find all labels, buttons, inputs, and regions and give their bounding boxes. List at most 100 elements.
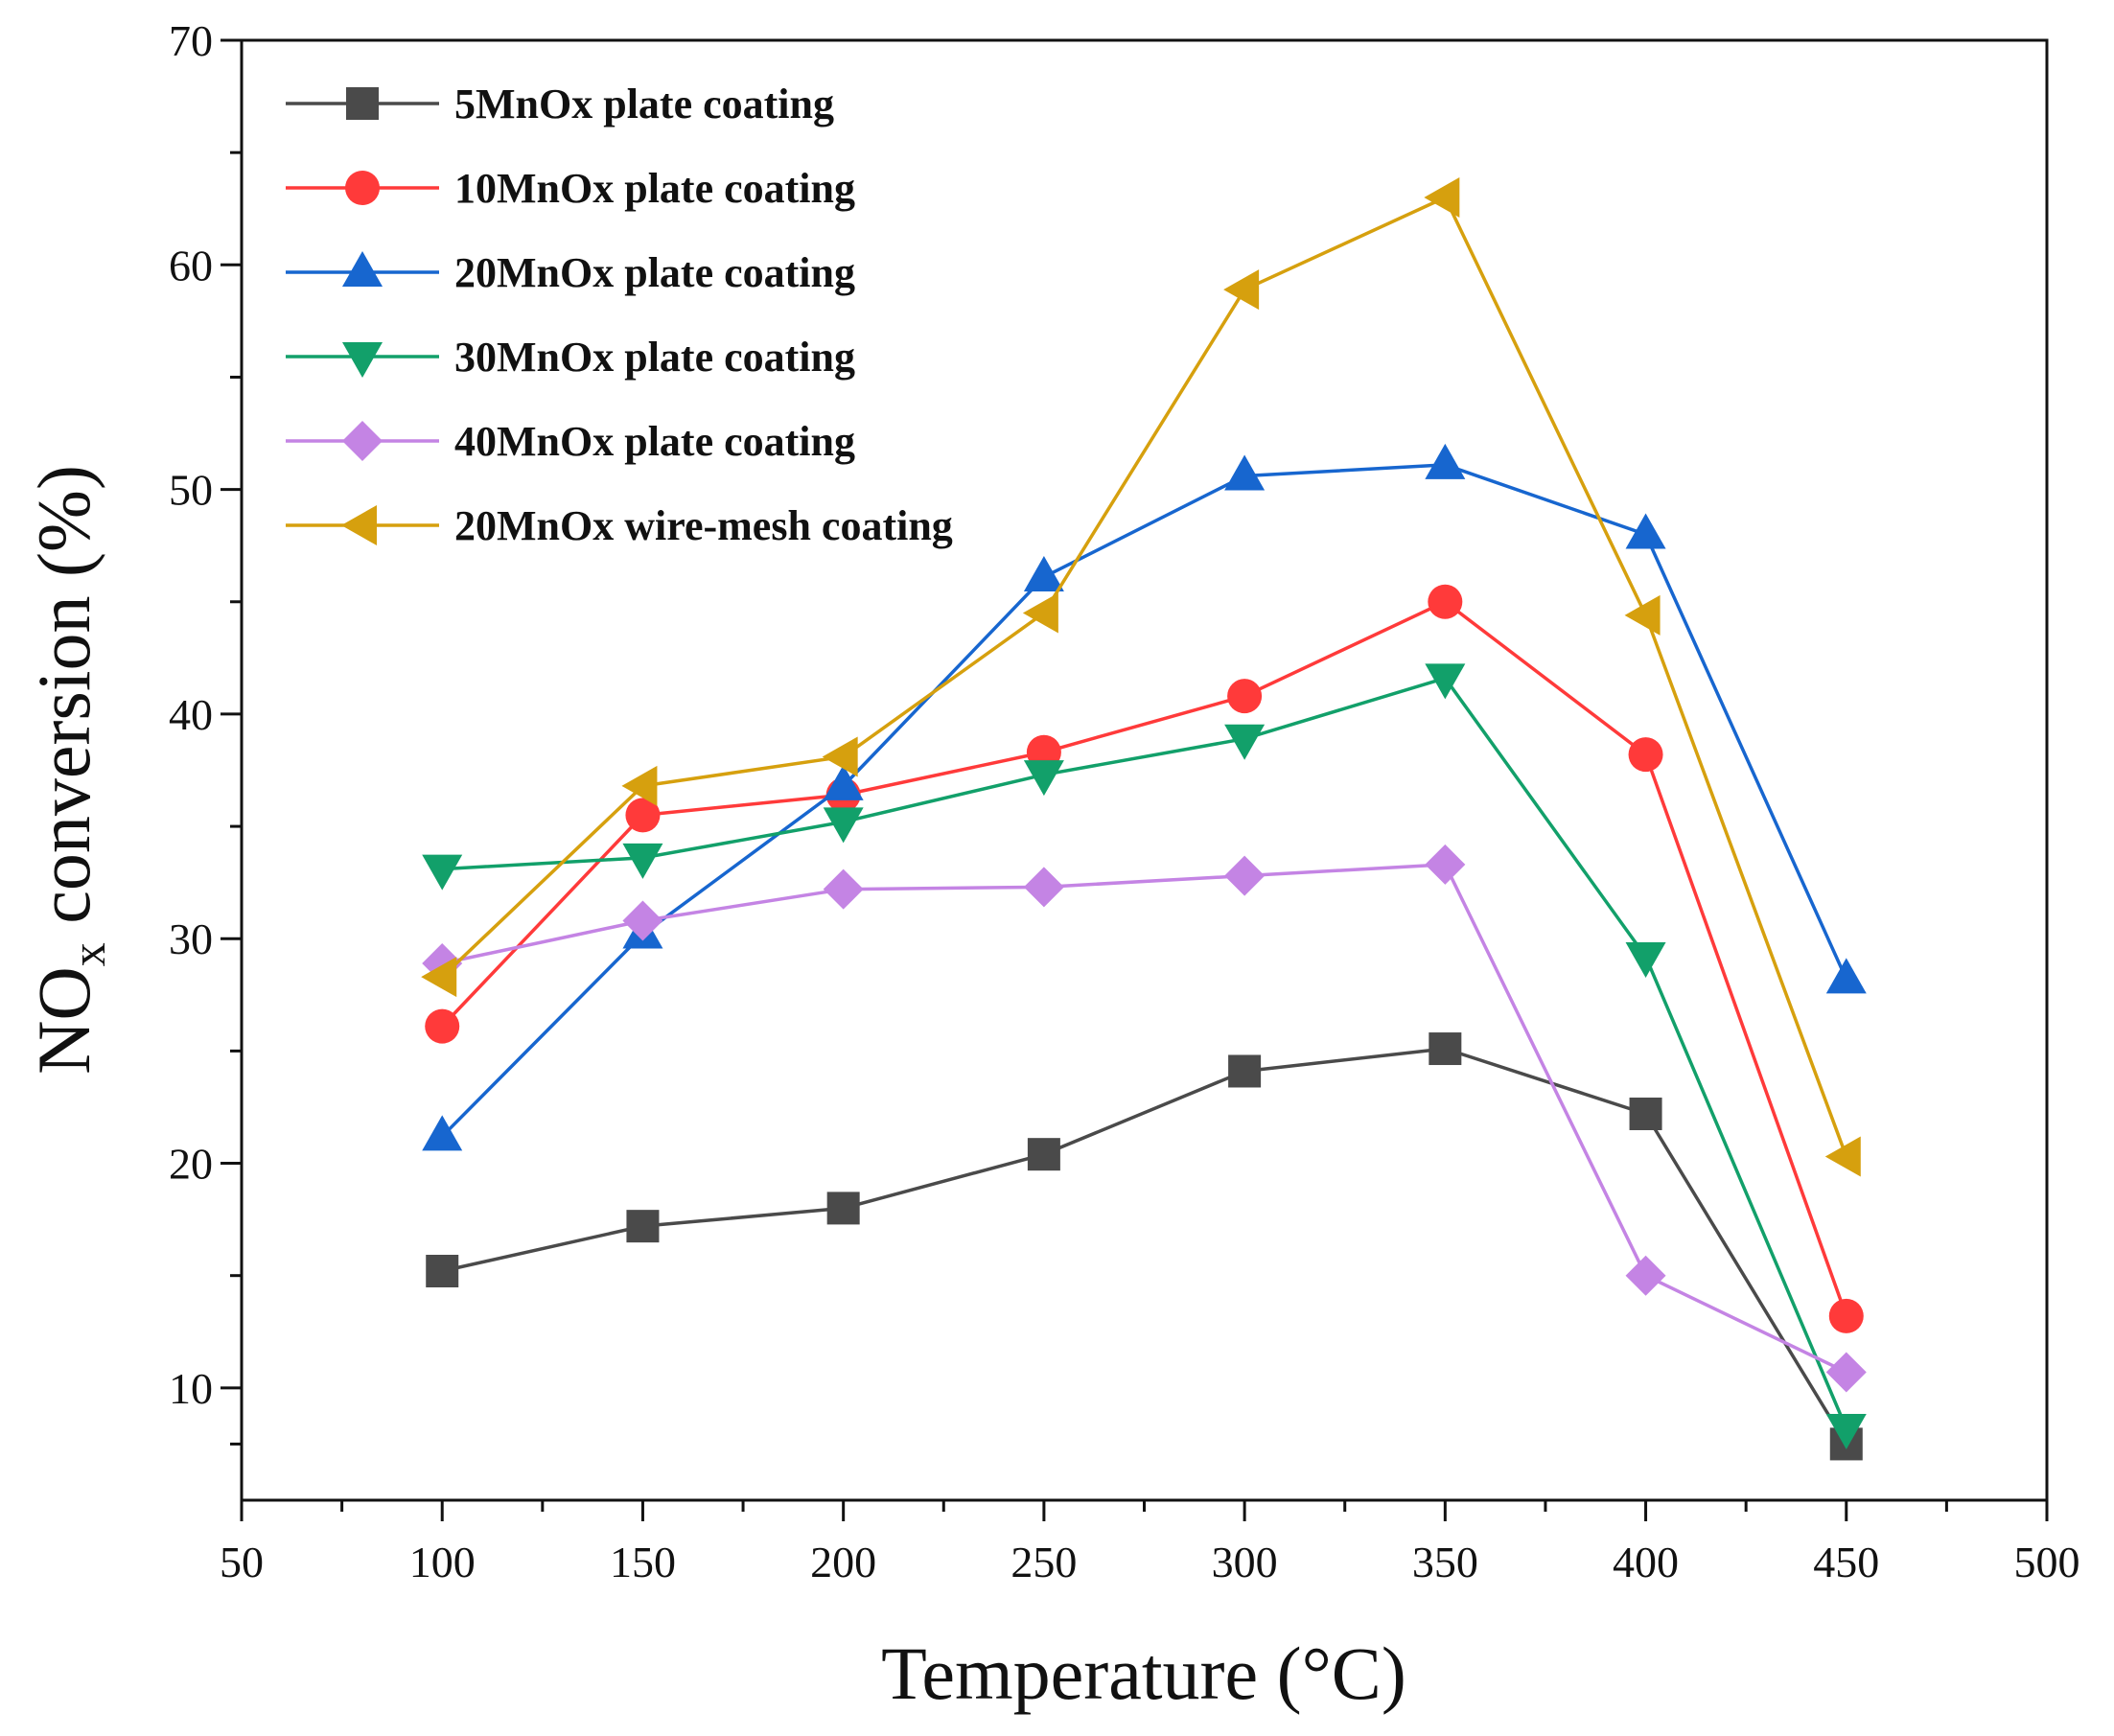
data-point — [823, 868, 864, 910]
data-point — [1825, 958, 1867, 994]
data-point — [1227, 679, 1263, 714]
data-point — [422, 1115, 463, 1151]
data-point — [426, 1255, 459, 1288]
data-point — [823, 764, 864, 800]
data-point — [625, 798, 661, 833]
data-point — [1425, 663, 1466, 700]
data-point — [823, 807, 864, 844]
data-point — [1023, 867, 1064, 908]
x-tick-label: 400 — [1613, 1538, 1679, 1586]
data-point — [1625, 1255, 1666, 1296]
legend: 5MnOx plate coating 10MnOx plate coating 2… — [286, 81, 953, 549]
x-tick-label: 150 — [610, 1538, 676, 1586]
series-line — [442, 676, 1848, 1429]
series-6 — [421, 177, 1861, 1177]
data-point — [422, 854, 463, 891]
data-point — [1023, 760, 1064, 797]
data-point — [621, 765, 658, 806]
data-point — [1625, 941, 1666, 978]
series-line — [440, 463, 1848, 1138]
legend-marker — [342, 251, 383, 287]
data-point — [1022, 592, 1058, 634]
legend-item: 20MnOx wire-mesh coating — [286, 502, 953, 549]
legend-marker — [346, 87, 379, 120]
series-line — [440, 600, 1848, 1317]
data-point — [421, 957, 457, 998]
data-point — [626, 1210, 660, 1243]
y-axis-title-subscript: x — [61, 942, 115, 966]
x-axis-title: Temperature (°C) — [881, 1632, 1406, 1715]
series-1 — [426, 1032, 1863, 1461]
data-point — [1027, 1138, 1060, 1171]
data-point — [425, 1008, 460, 1044]
x-tick-label: 350 — [1412, 1538, 1478, 1586]
y-tick-label: 10 — [169, 1364, 213, 1413]
data-point — [1224, 724, 1266, 760]
data-point — [622, 843, 663, 879]
x-tick-label: 200 — [810, 1538, 876, 1586]
series-3 — [422, 443, 1867, 1151]
legend-label: 5MnOx plate coating — [454, 81, 834, 127]
legend-label: 30MnOx plate coating — [454, 334, 855, 381]
x-tick-label: 250 — [1011, 1538, 1077, 1586]
legend-item: 20MnOx plate coating — [286, 249, 855, 296]
data-point — [1023, 555, 1064, 591]
legend-marker — [345, 171, 380, 205]
data-point — [1625, 513, 1666, 549]
series-2 — [425, 584, 1864, 1333]
x-tick-label: 450 — [1813, 1538, 1879, 1586]
legend-label: 10MnOx plate coating — [454, 165, 855, 212]
legend-marker — [342, 342, 383, 378]
x-tick-label: 100 — [409, 1538, 476, 1586]
x-tick-label: 300 — [1212, 1538, 1278, 1586]
y-tick-label: 20 — [169, 1140, 213, 1189]
series-4 — [422, 663, 1867, 1450]
x-tick-label: 50 — [220, 1538, 264, 1586]
series-line — [441, 1047, 1848, 1446]
axis-tick-labels: 50 100 150 200 250 300 350 400 450 500 10 20 30 40 50 6… — [169, 16, 2080, 1586]
y-tick-label: 70 — [169, 16, 213, 65]
data-point — [1428, 584, 1463, 619]
data-point — [1228, 1054, 1262, 1088]
legend-label: 20MnOx wire-mesh coating — [454, 502, 953, 549]
y-tick-label: 30 — [169, 914, 213, 963]
data-point — [1224, 855, 1266, 896]
series-layer — [421, 177, 1867, 1461]
data-point — [1628, 737, 1663, 773]
y-axis-title-main: NO — [22, 966, 105, 1075]
y-tick-label: 40 — [169, 690, 213, 739]
data-point — [1825, 1352, 1867, 1393]
x-tick-label: 500 — [2014, 1538, 2080, 1586]
data-point — [622, 900, 663, 941]
y-axis-title-suffix: conversion (%) — [22, 465, 105, 942]
data-point — [822, 736, 858, 777]
data-point — [1828, 1298, 1864, 1333]
y-tick-label: 50 — [169, 466, 213, 515]
legend-marker — [342, 421, 383, 461]
series-line — [441, 196, 1848, 1158]
data-point — [1824, 1136, 1861, 1177]
data-point — [1825, 1414, 1867, 1450]
data-point — [1629, 1097, 1662, 1130]
data-point — [1223, 269, 1260, 311]
data-point — [1425, 844, 1466, 885]
data-point — [826, 1192, 860, 1225]
data-point — [1425, 443, 1466, 479]
series-line — [441, 863, 1847, 1375]
legend-label: 20MnOx plate coating — [454, 249, 855, 296]
axis-ticks — [221, 38, 2049, 1521]
y-axis-title: NOx conversion (%) — [22, 465, 115, 1075]
data-point — [1624, 594, 1661, 636]
legend-item: 30MnOx plate coating — [286, 334, 855, 381]
series-5 — [422, 844, 1867, 1393]
legend-label: 40MnOx plate coating — [454, 418, 855, 465]
data-point — [1224, 454, 1266, 491]
y-tick-label: 60 — [169, 241, 213, 289]
data-point — [1429, 1032, 1462, 1066]
legend-marker — [341, 505, 377, 545]
legend-item: 5MnOx plate coating — [286, 81, 834, 127]
data-point — [1424, 177, 1460, 219]
legend-item: 10MnOx plate coating — [286, 165, 855, 212]
legend-item: 40MnOx plate coating — [286, 418, 855, 465]
